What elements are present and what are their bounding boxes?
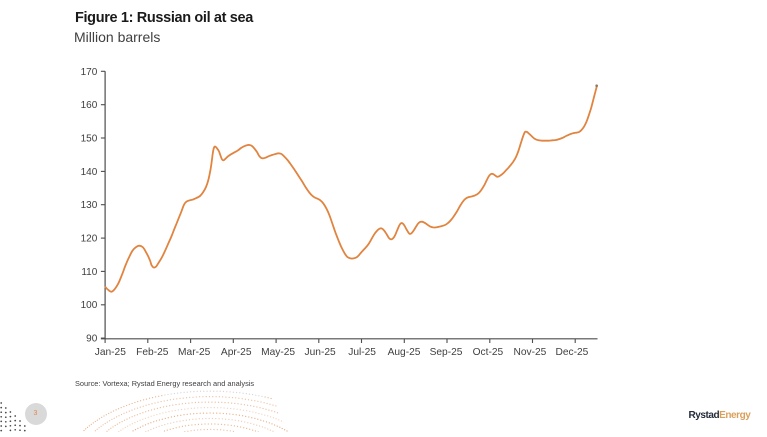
svg-text:Nov-25: Nov-25 xyxy=(513,347,546,358)
svg-text:Oct-25: Oct-25 xyxy=(473,347,504,358)
svg-text:110: 110 xyxy=(81,267,97,278)
svg-text:120: 120 xyxy=(81,234,98,245)
svg-text:Dec-25: Dec-25 xyxy=(555,347,588,358)
svg-text:Jan-25: Jan-25 xyxy=(95,347,126,358)
svg-text:100: 100 xyxy=(81,300,98,311)
svg-text:170: 170 xyxy=(81,67,98,78)
svg-text:140: 140 xyxy=(81,167,98,178)
svg-text:Sep-25: Sep-25 xyxy=(430,347,463,358)
svg-text:Jul-25: Jul-25 xyxy=(348,347,376,358)
svg-text:Aug-25: Aug-25 xyxy=(388,347,421,358)
svg-text:160: 160 xyxy=(81,100,98,111)
svg-text:150: 150 xyxy=(81,134,98,145)
svg-text:May-25: May-25 xyxy=(261,347,295,358)
svg-text:Feb-25: Feb-25 xyxy=(136,347,169,358)
svg-text:130: 130 xyxy=(81,200,98,211)
svg-text:Apr-25: Apr-25 xyxy=(221,347,252,358)
svg-text:90: 90 xyxy=(86,334,98,345)
svg-text:Jun-25: Jun-25 xyxy=(305,347,336,358)
svg-text:Mar-25: Mar-25 xyxy=(178,347,211,358)
